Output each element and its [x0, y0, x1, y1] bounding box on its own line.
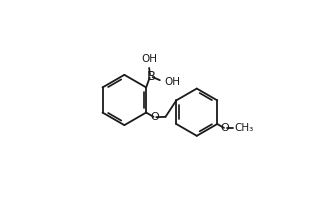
Text: OH: OH — [141, 54, 157, 64]
Text: CH₃: CH₃ — [234, 123, 253, 133]
Text: O: O — [221, 123, 229, 133]
Text: B: B — [146, 70, 156, 83]
Text: O: O — [150, 112, 159, 122]
Text: OH: OH — [164, 77, 180, 88]
